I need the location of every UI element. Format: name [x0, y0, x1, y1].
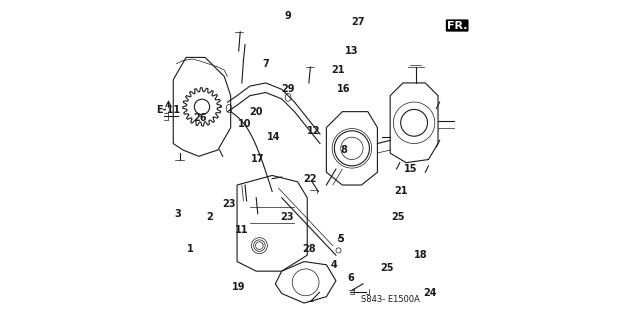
Text: 18: 18	[413, 250, 428, 260]
Text: E-11: E-11	[156, 105, 180, 115]
Text: 22: 22	[303, 174, 317, 184]
Text: 1: 1	[188, 244, 194, 254]
Text: 14: 14	[267, 132, 280, 142]
Text: 17: 17	[251, 154, 264, 165]
Text: 19: 19	[232, 282, 245, 292]
Text: 28: 28	[302, 244, 316, 254]
Text: 2: 2	[207, 212, 213, 222]
Text: 6: 6	[347, 272, 354, 283]
Text: 3: 3	[175, 209, 181, 219]
Text: 9: 9	[285, 11, 291, 21]
Text: 21: 21	[331, 65, 344, 75]
Text: 21: 21	[395, 186, 408, 197]
Text: 8: 8	[340, 145, 348, 155]
Text: 4: 4	[331, 260, 338, 270]
Text: 11: 11	[235, 225, 248, 235]
Text: 23: 23	[280, 212, 293, 222]
Text: 7: 7	[262, 59, 269, 69]
Text: 25: 25	[380, 263, 394, 273]
Text: 16: 16	[337, 84, 351, 94]
Text: S843- E1500A: S843- E1500A	[361, 295, 420, 304]
Text: 29: 29	[282, 84, 295, 94]
Text: 24: 24	[423, 288, 437, 299]
Text: 10: 10	[238, 119, 252, 130]
Text: 26: 26	[194, 113, 207, 123]
Text: 25: 25	[392, 212, 405, 222]
Text: 12: 12	[307, 126, 321, 136]
Text: 27: 27	[351, 17, 365, 27]
Text: 13: 13	[345, 46, 358, 56]
Text: 20: 20	[250, 107, 263, 117]
Text: FR.: FR.	[447, 20, 467, 31]
Text: 15: 15	[404, 164, 418, 174]
Text: 5: 5	[337, 234, 344, 244]
Text: 23: 23	[222, 199, 236, 209]
